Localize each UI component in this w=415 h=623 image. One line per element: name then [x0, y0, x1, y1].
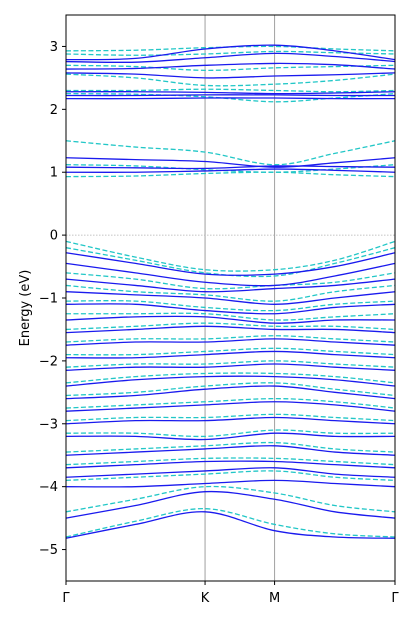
- solid-band-line: [65, 432, 396, 441]
- solid-band-line: [65, 44, 396, 61]
- solid-band-line: [65, 52, 396, 64]
- solid-band-line: [65, 401, 396, 412]
- x-tick-label: M: [269, 591, 280, 606]
- dashed-band-line: [65, 485, 396, 513]
- solid-band-line: [65, 325, 396, 334]
- dashed-band-line: [65, 171, 396, 178]
- solid-band-line: [65, 375, 396, 387]
- solid-band-line: [65, 91, 396, 95]
- solid-band-line: [65, 338, 396, 346]
- dashed-band-line: [65, 50, 396, 56]
- dashed-band-line: [65, 372, 396, 384]
- dashed-band-line: [65, 508, 396, 538]
- dashed-band-line: [65, 470, 396, 482]
- solid-band-line: [65, 363, 396, 371]
- y-tick-label: −4: [39, 480, 58, 495]
- dashed-band-line: [65, 247, 396, 278]
- dashed-band-line: [65, 73, 396, 87]
- axes: −5 −4 −3 −2 −1 0 1 2 3 Γ K M Γ: [39, 14, 399, 606]
- solid-band-line: [65, 252, 396, 276]
- dashed-band-line: [65, 335, 396, 343]
- dashed-band-line: [65, 284, 396, 302]
- y-tick-label: 3: [50, 40, 58, 55]
- solid-band-line: [65, 479, 396, 488]
- solid-band-line: [65, 94, 396, 97]
- dashed-band-line: [65, 413, 396, 422]
- solid-band-line: [65, 157, 396, 168]
- dashed-band-line: [65, 140, 396, 166]
- solid-band-line: [65, 350, 396, 359]
- solid-band-line: [65, 62, 396, 70]
- dashed-bands: [65, 45, 396, 538]
- solid-band-line: [65, 303, 396, 315]
- x-tick-label: Γ: [391, 591, 399, 606]
- y-tick-label: −5: [39, 543, 58, 558]
- dashed-band-line: [65, 322, 396, 331]
- dashed-band-line: [65, 347, 396, 356]
- dashed-band-line: [65, 88, 396, 93]
- dashed-band-line: [65, 441, 396, 453]
- y-tick-label: −2: [39, 354, 58, 369]
- y-axis-label: Energy (eV): [18, 270, 33, 347]
- dashed-band-line: [66, 312, 396, 321]
- solid-bands: [65, 44, 396, 539]
- solid-band-line: [65, 72, 396, 79]
- solid-band-line: [65, 315, 396, 324]
- solid-band-line: [65, 278, 396, 293]
- x-tick-label: K: [201, 591, 210, 606]
- dashed-band-line: [65, 92, 396, 103]
- dashed-band-line: [65, 360, 396, 368]
- y-tick-label: 0: [50, 229, 58, 244]
- solid-band-line: [65, 416, 396, 425]
- solid-band-line: [65, 490, 396, 519]
- dashed-band-line: [65, 429, 396, 438]
- dashed-band-line: [65, 397, 396, 409]
- y-tick-label: −3: [39, 417, 58, 432]
- dashed-band-line: [65, 382, 396, 397]
- x-tick-label: Γ: [62, 591, 70, 606]
- solid-band-line: [65, 511, 396, 539]
- dashed-band-line: [65, 64, 396, 71]
- y-tick-label: −1: [39, 292, 58, 307]
- dashed-band-line: [65, 300, 396, 312]
- dashed-band-line: [65, 272, 396, 290]
- solid-band-line: [65, 291, 396, 305]
- dashed-band-line: [65, 164, 396, 173]
- solid-band-line: [65, 467, 396, 478]
- solid-band-line: [65, 97, 396, 100]
- dashed-band-line: [65, 240, 396, 272]
- solid-band-line: [65, 165, 396, 170]
- solid-band-line: [65, 168, 396, 173]
- solid-band-line: [65, 460, 396, 469]
- dashed-band-line: [65, 457, 396, 466]
- y-tick-label: 1: [50, 166, 58, 181]
- solid-band-line: [65, 385, 396, 400]
- solid-band-line: [65, 262, 396, 287]
- y-tick-label: 2: [50, 103, 58, 118]
- solid-band-line: [65, 445, 396, 456]
